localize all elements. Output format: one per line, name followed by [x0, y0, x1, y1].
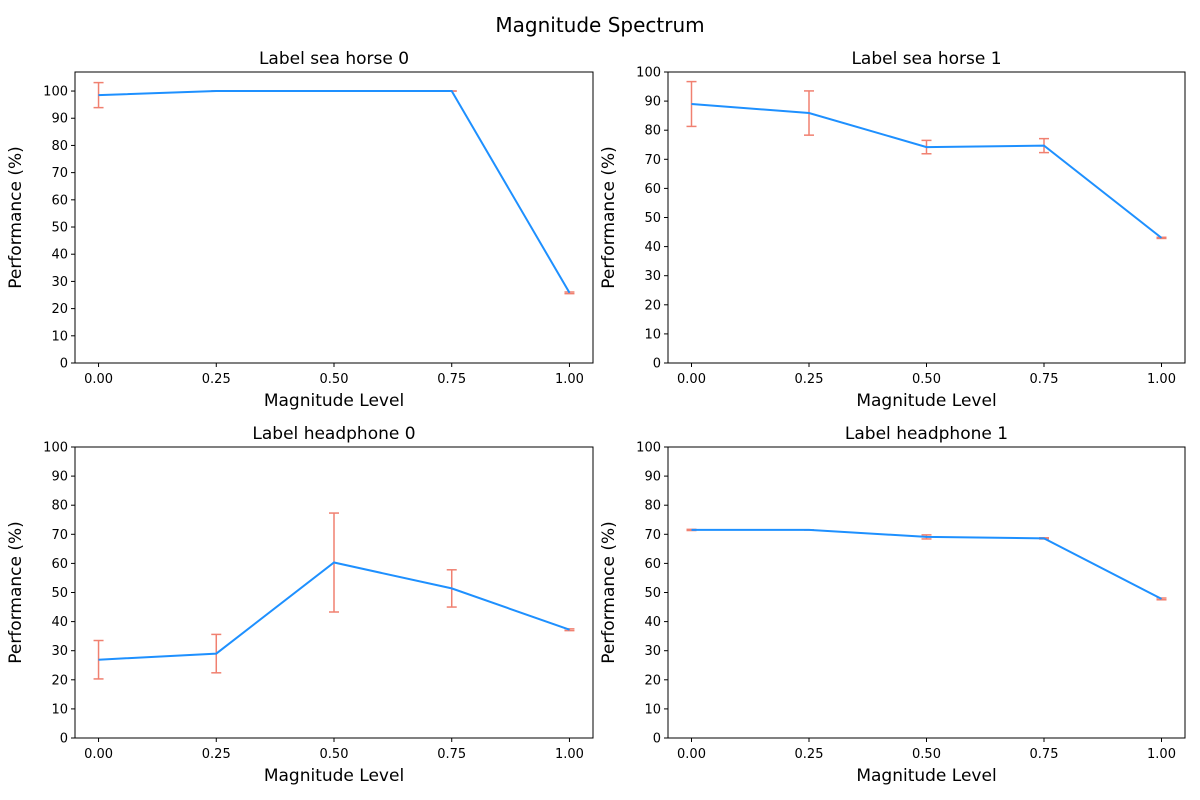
x-tick-label: 0.00 — [677, 747, 706, 762]
x-tick-label: 0.25 — [202, 372, 231, 387]
y-tick-label: 30 — [51, 275, 68, 290]
x-tick-label: 0.50 — [320, 747, 349, 762]
y-tick-label: 20 — [51, 673, 68, 688]
series-line — [98, 561, 570, 661]
series-line — [98, 90, 571, 294]
y-tick-label: 0 — [653, 732, 661, 747]
x-tick-label: 0.75 — [437, 372, 466, 387]
y-tick-label: 90 — [644, 470, 661, 485]
subplot-headphone-0: Label headphone 0 0 10 20 30 40 50 60 70 80 90 100 0… — [6, 424, 594, 786]
y-tick-label: 70 — [51, 528, 68, 543]
y-tick-label: 0 — [60, 357, 68, 372]
subplot-sea-horse-0: Label sea horse 0 0 10 20 30 40 50 60 70 80 90 100 0… — [6, 49, 594, 411]
x-tick-label: 0.00 — [677, 372, 706, 387]
y-tick-label: 50 — [644, 211, 661, 226]
y-tick-label: 10 — [644, 702, 661, 717]
subplot-headphone-1: Label headphone 1 0 10 20 30 40 50 60 70 80 90 100 0… — [599, 424, 1186, 786]
subplot-sea-horse-1: Label sea horse 1 0 10 20 30 40 50 60 70 80 90 100 0… — [599, 49, 1186, 411]
subplots: Label sea horse 001020304050607080901000… — [6, 49, 1186, 786]
subplot-title: Label headphone 1 — [845, 424, 1008, 444]
y-tick-label: 70 — [644, 528, 661, 543]
x-tick-label: 1.00 — [555, 747, 584, 762]
x-axis-label: Magnitude Level — [264, 391, 404, 411]
x-tick-label: 0.25 — [795, 747, 824, 762]
y-tick-label: 0 — [60, 732, 68, 747]
y-tick-label: 20 — [644, 298, 661, 313]
y-tick-label: 80 — [644, 124, 661, 139]
y-tick-label: 40 — [51, 615, 68, 630]
y-tick-label: 60 — [644, 182, 661, 197]
y-tick-label: 70 — [644, 153, 661, 168]
y-axis-label: Performance (%) — [6, 146, 26, 289]
y-tick-label: 50 — [51, 586, 68, 601]
y-tick-label: 90 — [51, 470, 68, 485]
y-tick-label: 40 — [51, 248, 68, 263]
y-tick-label: 80 — [51, 499, 68, 514]
x-tick-label: 0.00 — [84, 372, 113, 387]
x-axis-label: Magnitude Level — [264, 766, 404, 786]
subplot-title: Label headphone 0 — [252, 424, 415, 444]
plot-frame — [667, 71, 1186, 364]
y-tick-label: 80 — [644, 499, 661, 514]
x-tick-label: 0.50 — [320, 372, 349, 387]
y-tick-label: 60 — [51, 557, 68, 572]
y-axis-label: Performance (%) — [599, 146, 619, 289]
y-tick-label: 100 — [636, 441, 661, 456]
x-tick-label: 1.00 — [555, 372, 584, 387]
y-tick-label: 30 — [644, 269, 661, 284]
x-tick-label: 0.25 — [202, 747, 231, 762]
series-line — [691, 528, 1162, 600]
y-tick-label: 100 — [43, 441, 68, 456]
y-tick-label: 10 — [51, 329, 68, 344]
x-tick-label: 0.75 — [437, 747, 466, 762]
x-tick-label: 0.75 — [1030, 372, 1059, 387]
y-tick-label: 30 — [51, 644, 68, 659]
y-tick-label: 60 — [51, 193, 68, 208]
x-tick-label: 0.50 — [912, 372, 941, 387]
y-tick-label: 40 — [644, 615, 661, 630]
y-tick-label: 20 — [51, 302, 68, 317]
plot-frame — [667, 446, 1186, 739]
y-tick-label: 90 — [644, 95, 661, 110]
y-tick-label: 40 — [644, 240, 661, 255]
x-tick-label: 1.00 — [1147, 372, 1176, 387]
y-tick-label: 10 — [644, 327, 661, 342]
x-tick-label: 0.00 — [84, 747, 113, 762]
y-tick-label: 0 — [653, 357, 661, 372]
x-axis-label: Magnitude Level — [856, 766, 996, 786]
y-tick-label: 20 — [644, 673, 661, 688]
x-tick-label: 0.50 — [912, 747, 941, 762]
x-tick-label: 0.75 — [1030, 747, 1059, 762]
y-tick-label: 80 — [51, 139, 68, 154]
x-tick-label: 0.25 — [795, 372, 824, 387]
y-tick-label: 10 — [51, 702, 68, 717]
series-line — [691, 103, 1163, 239]
subplot-title: Label sea horse 0 — [259, 49, 409, 69]
y-tick-label: 100 — [636, 66, 661, 81]
y-tick-label: 90 — [51, 112, 68, 127]
plot-frame — [74, 446, 594, 739]
y-tick-label: 30 — [644, 644, 661, 659]
plot-frame — [74, 71, 594, 364]
y-tick-label: 100 — [43, 85, 68, 100]
y-tick-label: 60 — [644, 557, 661, 572]
x-tick-label: 1.00 — [1147, 747, 1176, 762]
x-axis-label: Magnitude Level — [856, 391, 996, 411]
y-axis-label: Performance (%) — [599, 521, 619, 664]
y-tick-label: 70 — [51, 166, 68, 181]
y-tick-label: 50 — [644, 586, 661, 601]
y-tick-label: 50 — [51, 221, 68, 236]
y-axis-label: Performance (%) — [6, 521, 26, 664]
figure-title: Magnitude Spectrum — [495, 13, 704, 37]
subplot-title: Label sea horse 1 — [851, 49, 1001, 69]
